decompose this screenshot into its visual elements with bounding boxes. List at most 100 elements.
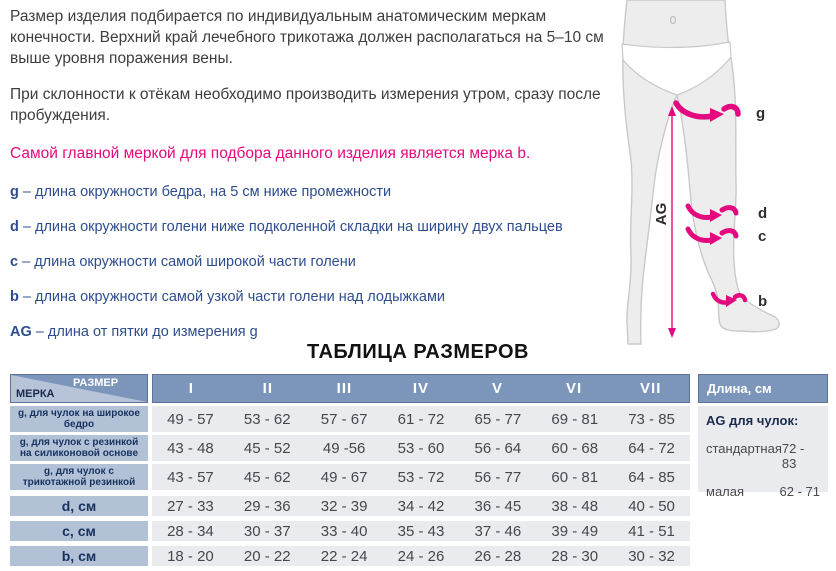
table-cell: 34 - 42	[397, 497, 445, 515]
measure-text: – длина окружности самой узкой части гол…	[22, 289, 446, 305]
table-cell: 45 - 52	[243, 439, 291, 457]
table-cell: 43 - 48	[167, 439, 214, 457]
size-table-header-row: РАЗМЕР МЕРКА I II III IV V VI VII	[10, 374, 690, 403]
table-cell: 28 - 30	[551, 547, 599, 565]
table-cell: 69 - 81	[551, 410, 599, 428]
row-label: g, для чулок с резинкой на силиконовой о…	[10, 435, 148, 461]
table-cell: 53 - 60	[397, 439, 445, 457]
measure-text: – длина окружности самой широкой части г…	[22, 254, 356, 270]
table-cell: 27 - 33	[167, 497, 214, 515]
column-header-7: VII	[640, 380, 662, 397]
measure-letter: b	[10, 289, 19, 305]
length-panel-header: Длина, см	[698, 374, 828, 403]
table-cell: 33 - 40	[320, 522, 368, 540]
table-cell: 45 - 62	[243, 468, 291, 486]
table-cell: 26 - 28	[474, 547, 522, 565]
row-label: g, для чулок на широкое бедро	[10, 406, 148, 432]
d-label: d	[758, 205, 767, 222]
measure-definitions: g – длина окружности бедра, на 5 см ниже…	[10, 182, 624, 343]
table-cell: 43 - 57	[167, 468, 214, 486]
measure-letter: g	[10, 184, 19, 200]
table-cell: 53 - 72	[397, 468, 445, 486]
table-row: с, см 28 - 34 30 - 37 33 - 40 35 - 43 37…	[10, 521, 690, 541]
intro-paragraph-2: При склонности к отёкам необходимо произ…	[10, 86, 601, 124]
legs-measurement-diagram: AG g d c b	[621, 0, 780, 345]
measure-text: – длина окружности голени ниже подколенн…	[22, 219, 563, 235]
table-cell: 30 - 32	[628, 547, 675, 565]
corner-size-label: РАЗМЕР	[73, 377, 119, 389]
table-cell: 32 - 39	[320, 497, 368, 515]
row-values: 28 - 34 30 - 37 33 - 40 35 - 43 37 - 46 …	[152, 521, 690, 541]
table-cell: 53 - 62	[243, 410, 291, 428]
length-panel-body: AG для чулок: стандартная 72 - 83 малая …	[698, 406, 828, 499]
table-cell: 57 - 67	[320, 410, 368, 428]
table-cell: 49 -56	[322, 439, 366, 457]
table-cell: 56 - 77	[474, 468, 522, 486]
c-label: c	[758, 228, 766, 245]
table-cell: 29 - 36	[243, 497, 291, 515]
table-row: g, для чулок с резинкой на силиконовой о…	[10, 435, 690, 461]
table-cell: 18 - 20	[167, 547, 214, 565]
length-value: 72 - 83	[781, 441, 805, 471]
table-row: b, см 18 - 20 20 - 22 22 - 24 24 - 26 26…	[10, 546, 690, 566]
table-cell: 24 - 26	[397, 547, 445, 565]
table-cell: 64 - 85	[628, 468, 675, 486]
row-values: 27 - 33 29 - 36 32 - 39 34 - 42 36 - 45 …	[152, 496, 690, 516]
column-header-1: I	[188, 380, 194, 397]
length-row-small: малая 62 - 71	[706, 484, 820, 499]
measure-letter: AG	[10, 324, 32, 340]
table-cell: 56 - 64	[474, 439, 522, 457]
table-cell: 60 - 81	[551, 468, 599, 486]
measure-letter: d	[10, 219, 19, 235]
g-label: g	[756, 105, 765, 122]
navel-mark	[669, 15, 677, 25]
length-row-standard: стандартная 72 - 83	[706, 441, 820, 471]
table-row: g, для чулок на широкое бедро 49 - 57 53…	[10, 406, 690, 432]
size-columns-header: I II III IV V VI VII	[152, 374, 690, 403]
measure-text: – длина окружности бедра, на 5 см ниже п…	[22, 184, 392, 200]
table-cell: 40 - 50	[628, 497, 675, 515]
column-header-4: IV	[412, 380, 430, 397]
measure-def-c: c – длина окружности самой широкой части…	[10, 252, 624, 273]
column-header-2: II	[262, 380, 274, 397]
intro-paragraph-1: Размер изделия подбирается по индивидуал…	[10, 8, 604, 67]
size-table-title: ТАБЛИЦА РАЗМЕРОВ	[307, 341, 529, 363]
table-cell: 64 - 72	[628, 439, 675, 457]
measure-text: – длина от пятки до измерения g	[35, 324, 258, 340]
row-label: b, см	[10, 546, 148, 566]
measure-def-b: b – длина окружности самой узкой части г…	[10, 287, 624, 308]
length-value: 62 - 71	[779, 484, 820, 499]
column-header-3: III	[336, 380, 353, 397]
row-values: 18 - 20 20 - 22 22 - 24 24 - 26 26 - 28 …	[152, 546, 690, 566]
table-cell: 49 - 67	[320, 468, 368, 486]
key-measure-note: Самой главной меркой для подбора данного…	[10, 145, 531, 162]
panties-shape	[621, 41, 732, 96]
size-table: РАЗМЕР МЕРКА I II III IV V VI VII g, для…	[10, 374, 690, 571]
table-cell: 65 - 77	[474, 410, 522, 428]
corner-measure-label: МЕРКА	[16, 388, 55, 400]
table-row: g, для чулок с трикотажной резинкой 43 -…	[10, 464, 690, 490]
length-panel-subtitle: AG для чулок:	[706, 413, 799, 428]
table-cell: 41 - 51	[628, 522, 675, 540]
table-cell: 39 - 49	[551, 522, 599, 540]
table-cell: 37 - 46	[474, 522, 522, 540]
row-label: d, см	[10, 496, 148, 516]
measure-def-ag: AG – длина от пятки до измерения g	[10, 322, 624, 343]
table-cell: 36 - 45	[474, 497, 522, 515]
table-cell: 22 - 24	[320, 547, 368, 565]
row-label: с, см	[10, 521, 148, 541]
table-cell: 73 - 85	[628, 410, 675, 428]
table-cell: 35 - 43	[397, 522, 445, 540]
measure-letter: c	[10, 254, 19, 270]
table-cell: 38 - 48	[551, 497, 599, 515]
b-circumference-arrow	[710, 291, 748, 307]
table-cell: 60 - 68	[551, 439, 599, 457]
table-cell: 28 - 34	[167, 522, 214, 540]
table-cell: 61 - 72	[397, 410, 445, 428]
column-header-5: V	[492, 380, 504, 397]
measure-def-g: g – длина окружности бедра, на 5 см ниже…	[10, 182, 624, 203]
intro-text-block: Размер изделия подбирается по индивидуал…	[10, 6, 624, 357]
length-label: малая	[706, 484, 745, 499]
g-circumference-arrow	[673, 100, 741, 122]
